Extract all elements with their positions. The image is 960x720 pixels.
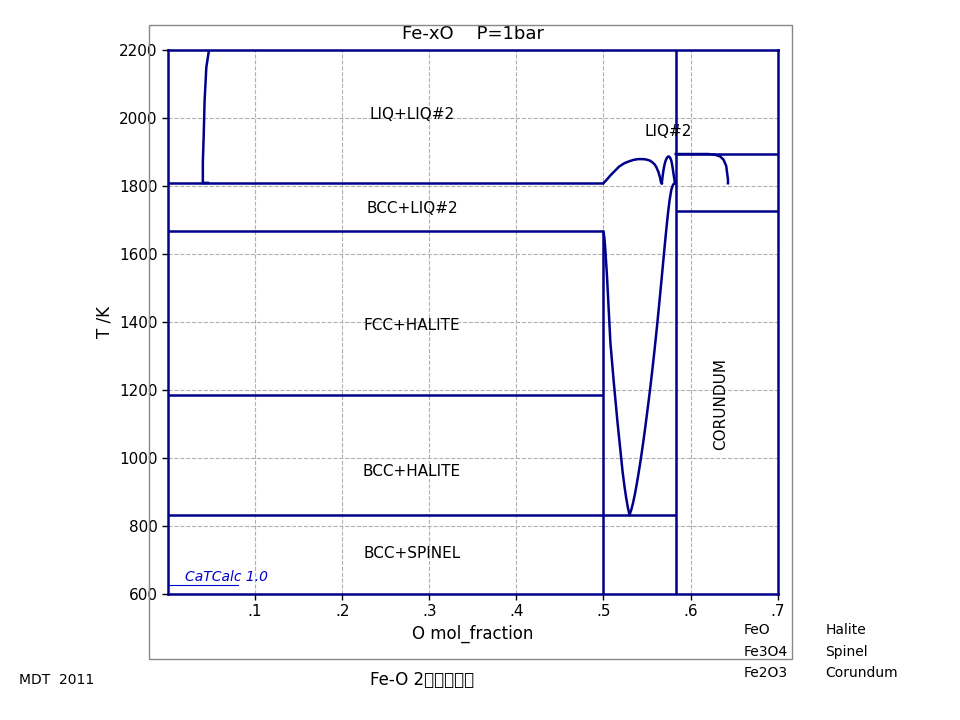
Text: BCC+SPINEL: BCC+SPINEL (363, 546, 461, 561)
Text: MDT  2011: MDT 2011 (19, 673, 94, 688)
Text: LIQ#2: LIQ#2 (644, 125, 691, 140)
Text: CORUNDUM: CORUNDUM (713, 358, 729, 450)
Text: Halite: Halite (826, 623, 866, 637)
Text: Corundum: Corundum (826, 666, 899, 680)
Text: Spinel: Spinel (826, 644, 868, 659)
Y-axis label: T /K: T /K (95, 306, 113, 338)
Text: BCC+LIQ#2: BCC+LIQ#2 (366, 201, 458, 216)
Text: LIQ+LIQ#2: LIQ+LIQ#2 (370, 107, 454, 122)
Text: FCC+HALITE: FCC+HALITE (364, 318, 460, 333)
Text: BCC+HALITE: BCC+HALITE (363, 464, 461, 480)
X-axis label: O mol_fraction: O mol_fraction (412, 625, 534, 643)
Text: FeO: FeO (744, 623, 771, 637)
Text: Fe-O 2元系状態図: Fe-O 2元系状態図 (371, 671, 474, 690)
Text: CaTCalc 1.0: CaTCalc 1.0 (185, 570, 269, 584)
Text: Fe3O4: Fe3O4 (744, 644, 788, 659)
Text: Fe2O3: Fe2O3 (744, 666, 788, 680)
Title: Fe-xO    P=1bar: Fe-xO P=1bar (402, 25, 543, 43)
